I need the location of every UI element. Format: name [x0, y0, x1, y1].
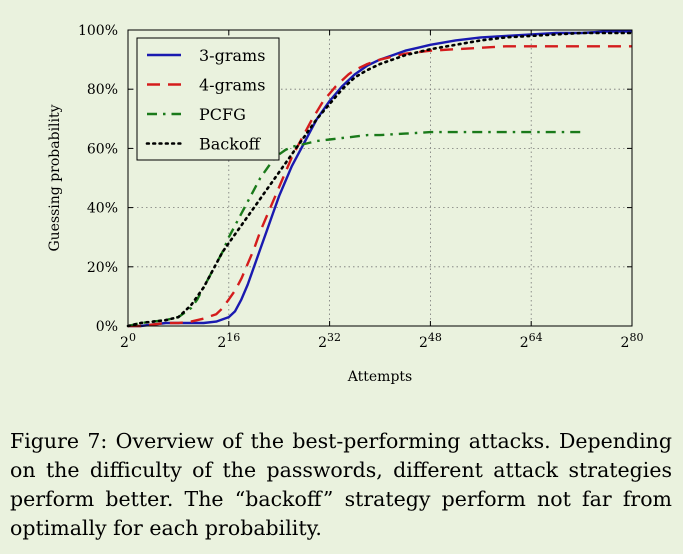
y-tick-label: 20%: [87, 260, 118, 276]
x-tick-label: 216: [217, 331, 240, 351]
x-tick-label: 264: [520, 331, 543, 351]
grid: [128, 30, 632, 326]
legend-label: PCFG: [199, 105, 246, 124]
x-axis-label: Attempts: [347, 369, 412, 385]
figure-caption: Figure 7: Overview of the best-performin…: [10, 429, 672, 540]
chart: 20 216 232 248 264 280 0% 20% 40% 60% 80% 100% 3-gr…: [47, 23, 643, 385]
y-tick-label: 0%: [96, 319, 118, 335]
legend: 3-grams 4-grams PCFG Backoff: [136, 37, 280, 161]
series-line-backoff: [126, 31, 634, 328]
y-tick-label: 100%: [78, 23, 118, 39]
x-tick-label: 232: [318, 331, 341, 351]
series-line-4-grams: [128, 45, 632, 328]
legend-label: 4-grams: [199, 76, 265, 95]
y-tick-label: 40%: [87, 201, 118, 217]
tick-marks: [127, 29, 633, 327]
x-tick-label: 280: [621, 331, 644, 351]
y-tick-label: 80%: [87, 82, 118, 98]
y-axis-label: Guessing probability: [47, 104, 63, 251]
y-tick-label: 60%: [87, 141, 118, 157]
series-layer: [126, 30, 634, 328]
x-tick-label: 248: [419, 331, 442, 351]
legend-box: [136, 37, 280, 161]
legend-label: Backoff: [199, 135, 262, 154]
x-tick-label: 20: [120, 331, 136, 351]
tick-labels: 20 216 232 248 264 280 0% 20% 40% 60% 80% 100%: [78, 23, 643, 351]
series-line-3-grams: [128, 30, 632, 328]
legend-label: 3-grams: [199, 46, 265, 65]
plot-frame: [127, 29, 633, 327]
